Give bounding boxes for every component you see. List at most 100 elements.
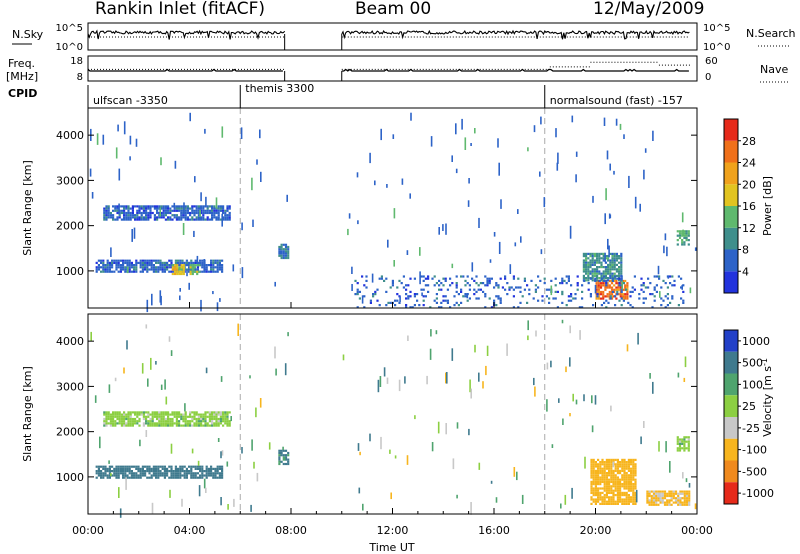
velocity-echo-cell — [621, 500, 624, 503]
power-scatter-echo — [179, 295, 181, 301]
velocity-scatter-echo — [380, 436, 382, 450]
power-scatter-echo — [474, 128, 476, 134]
velocity-echo-cell — [632, 463, 635, 466]
velocity-scatter-echo — [165, 396, 168, 405]
velocity-echo-cell — [679, 499, 682, 502]
velocity-echo-cell — [157, 472, 160, 475]
power-scatter-echo — [221, 213, 223, 227]
power-echo-cell — [607, 301, 610, 304]
power-echo-cell — [111, 270, 114, 273]
power-echo-cell — [620, 290, 623, 293]
velocity-echo-cell — [284, 449, 288, 452]
velocity-echo-cell — [135, 467, 138, 470]
power-echo-cell — [358, 290, 361, 293]
power-echo-cell — [194, 259, 197, 262]
power-echo-cell — [602, 257, 605, 260]
power-echo-cell — [207, 270, 210, 273]
power-echo-cell — [145, 207, 148, 210]
velocity-echo-cell — [612, 480, 615, 483]
velocity-echo-cell — [623, 472, 626, 475]
velocity-echo-cell — [149, 422, 152, 425]
velocity-echo-cell — [146, 467, 149, 470]
power-scatter-echo — [203, 259, 206, 271]
power-echo-cell — [107, 207, 110, 210]
power-echo-cell — [222, 209, 225, 212]
power-echo-cell — [618, 268, 621, 271]
velocity-echo-cell — [118, 422, 121, 425]
power-echo-cell — [618, 279, 621, 282]
velocity-echo-cell — [676, 442, 679, 445]
power-echo-cell — [186, 207, 189, 210]
power-echo-cell — [537, 299, 540, 302]
power-echo-cell — [475, 290, 478, 293]
power-echo-cell — [438, 279, 441, 282]
power-echo-cell — [523, 279, 526, 282]
power-echo-cell — [159, 259, 162, 262]
velocity-echo-cell — [683, 492, 686, 495]
power-echo-cell — [365, 286, 368, 289]
velocity-echo-cell — [201, 476, 204, 479]
power-scatter-echo — [133, 227, 136, 239]
velocity-echo-cell — [155, 470, 158, 473]
cpid-label: CPID — [8, 87, 37, 100]
velocity-echo-cell — [171, 422, 174, 425]
power-echo-cell — [497, 286, 500, 289]
power-echo-cell — [120, 211, 123, 215]
power-scatter-echo — [520, 236, 522, 243]
velocity-echo-cell — [608, 498, 611, 501]
velocity-echo-cell — [207, 467, 210, 470]
power-echo-cell — [278, 254, 281, 257]
velocity-echo-cell — [141, 472, 144, 475]
velocity-echo-cell — [102, 467, 105, 470]
velocity-echo-cell — [670, 490, 673, 493]
velocity-colorbar-tick-label-3: 25 — [742, 400, 756, 413]
velocity-echo-cell — [203, 470, 206, 473]
velocity-echo-cell — [142, 415, 145, 418]
power-echo-cell — [193, 266, 197, 269]
freq-right-tick-top: 60 — [705, 56, 718, 67]
velocity-echo-cell — [632, 487, 635, 490]
power-echo-cell — [226, 214, 229, 217]
power-echo-cell — [653, 295, 656, 298]
power-echo-cell — [413, 293, 416, 296]
power-colorbar-tick-label-3: 16 — [742, 200, 756, 213]
power-echo-cell — [570, 299, 573, 302]
velocity-echo-cell — [226, 420, 229, 423]
velocity-echo-cell — [211, 415, 214, 418]
velocity-echo-cell — [162, 417, 165, 421]
power-echo-cell — [178, 207, 181, 210]
velocity-echo-cell — [630, 458, 633, 461]
velocity-scatter-echo — [123, 367, 125, 374]
power-echo-cell — [191, 272, 194, 276]
power-echo-cell — [611, 261, 614, 264]
power-echo-cell — [201, 259, 204, 262]
power-echo-cell — [211, 205, 214, 208]
power-echo-cell — [158, 211, 161, 215]
velocity-echo-cell — [219, 422, 222, 425]
power-echo-cell — [435, 293, 438, 296]
velocity-scatter-echo — [430, 329, 432, 337]
velocity-echo-cell — [610, 461, 613, 464]
power-echo-cell — [378, 277, 381, 280]
power-echo-cell — [619, 295, 622, 298]
freq-panel — [87, 61, 691, 81]
velocity-echo-cell — [114, 422, 117, 425]
power-echo-cell — [146, 270, 149, 273]
velocity-echo-cell — [138, 417, 141, 421]
velocity-echo-cell — [197, 420, 200, 423]
velocity-echo-cell — [666, 492, 669, 495]
power-echo-cell — [202, 211, 205, 215]
velocity-echo-cell — [208, 415, 211, 418]
power-echo-cell — [123, 209, 126, 212]
power-echo-cell — [206, 207, 209, 210]
velocity-echo-cell — [164, 417, 167, 421]
velocity-echo-cell — [612, 474, 615, 477]
time-tick-label-2: 08:00 — [275, 524, 307, 537]
power-echo-cell — [95, 266, 98, 269]
power-echo-cell — [195, 216, 198, 219]
velocity-echo-cell — [164, 422, 167, 425]
power-echo-cell — [363, 295, 366, 298]
power-echo-cell — [112, 209, 115, 212]
power-echo-cell — [604, 274, 607, 277]
power-echo-cell — [202, 214, 205, 217]
